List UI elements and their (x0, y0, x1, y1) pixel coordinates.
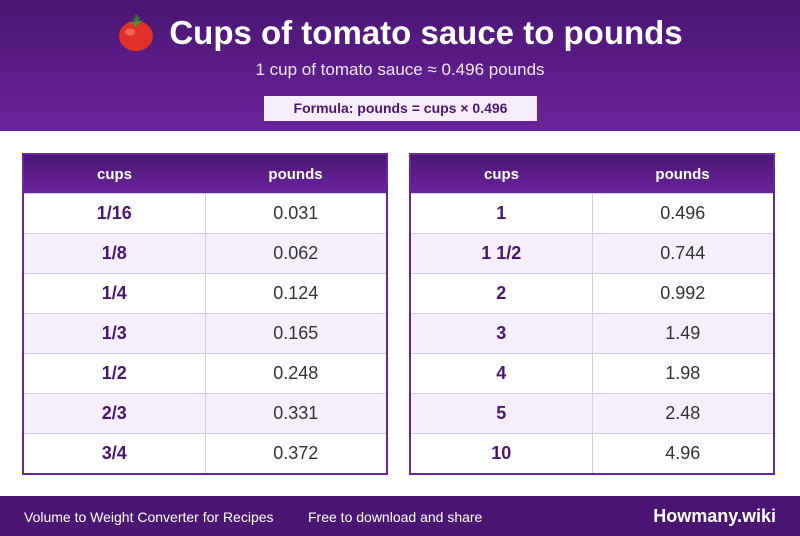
cups-cell: 5 (410, 393, 593, 434)
table-row: 3/4 0.372 (23, 433, 387, 474)
table-row: 2/3 0.331 (23, 393, 387, 434)
table-header-row: cups pounds (410, 154, 774, 194)
table-row: 2 0.992 (410, 273, 774, 314)
table-header-row: cups pounds (23, 154, 387, 194)
table-row: 1/3 0.165 (23, 313, 387, 354)
brand-logo-text[interactable]: Howmany.wiki (653, 506, 776, 526)
cups-cell: 2 (410, 273, 593, 314)
formula-badge: Formula: pounds = cups × 0.496 (264, 96, 537, 121)
conversion-table-right: cups pounds 1 0.496 1 1/2 0.744 2 0.992 … (409, 153, 775, 475)
footer-converter-label: Volume to Weight Converter for Recipes (24, 509, 274, 525)
pounds-cell: 0.248 (205, 353, 387, 394)
pounds-cell: 0.031 (205, 193, 387, 234)
tomato-icon (117, 13, 155, 53)
pounds-cell: 2.48 (592, 393, 774, 434)
cups-cell: 1 1/2 (410, 233, 593, 274)
table-row: 3 1.49 (410, 313, 774, 354)
table-row: 4 1.98 (410, 353, 774, 394)
cups-cell: 10 (410, 433, 593, 474)
table-row: 1/4 0.124 (23, 273, 387, 314)
table-row: 10 4.96 (410, 433, 774, 474)
pounds-cell: 0.124 (205, 273, 387, 314)
page-title-row: Cups of tomato sauce to pounds (0, 13, 800, 53)
table-row: 1/16 0.031 (23, 193, 387, 234)
cups-cell: 1/2 (23, 353, 206, 394)
cups-cell: 3/4 (23, 433, 206, 474)
cups-cell: 1/8 (23, 233, 206, 274)
cups-cell: 4 (410, 353, 593, 394)
pounds-cell: 0.331 (205, 393, 387, 434)
pounds-cell: 4.96 (592, 433, 774, 474)
footer-share-label: Free to download and share (308, 509, 483, 525)
cups-cell: 1/4 (23, 273, 206, 314)
pounds-cell: 0.165 (205, 313, 387, 354)
page-title: Cups of tomato sauce to pounds (169, 14, 683, 51)
cups-cell: 2/3 (23, 393, 206, 434)
pounds-cell: 0.744 (592, 233, 774, 274)
pounds-cell: 0.372 (205, 433, 387, 474)
pounds-cell: 0.496 (592, 193, 774, 234)
column-header-cups: cups (410, 154, 592, 194)
pounds-cell: 0.992 (592, 273, 774, 314)
table-row: 1/8 0.062 (23, 233, 387, 274)
cups-cell: 1/3 (23, 313, 206, 354)
page-subtitle: 1 cup of tomato sauce ≈ 0.496 pounds (255, 60, 545, 79)
table-row: 1 1/2 0.744 (410, 233, 774, 274)
pounds-cell: 1.49 (592, 313, 774, 354)
cups-cell: 3 (410, 313, 593, 354)
pounds-cell: 1.98 (592, 353, 774, 394)
table-row: 1 0.496 (410, 193, 774, 234)
cups-cell: 1/16 (23, 193, 206, 234)
conversion-table-left: cups pounds 1/16 0.031 1/8 0.062 1/4 0.1… (22, 153, 388, 475)
table-row: 1/2 0.248 (23, 353, 387, 394)
pounds-cell: 0.062 (205, 233, 387, 274)
cups-cell: 1 (410, 193, 593, 234)
column-header-pounds: pounds (205, 154, 387, 194)
header-banner: Cups of tomato sauce to pounds 1 cup of … (0, 0, 800, 131)
footer-bar: Volume to Weight Converter for Recipes F… (0, 496, 800, 536)
table-row: 5 2.48 (410, 393, 774, 434)
column-header-pounds: pounds (592, 154, 774, 194)
column-header-cups: cups (23, 154, 205, 194)
